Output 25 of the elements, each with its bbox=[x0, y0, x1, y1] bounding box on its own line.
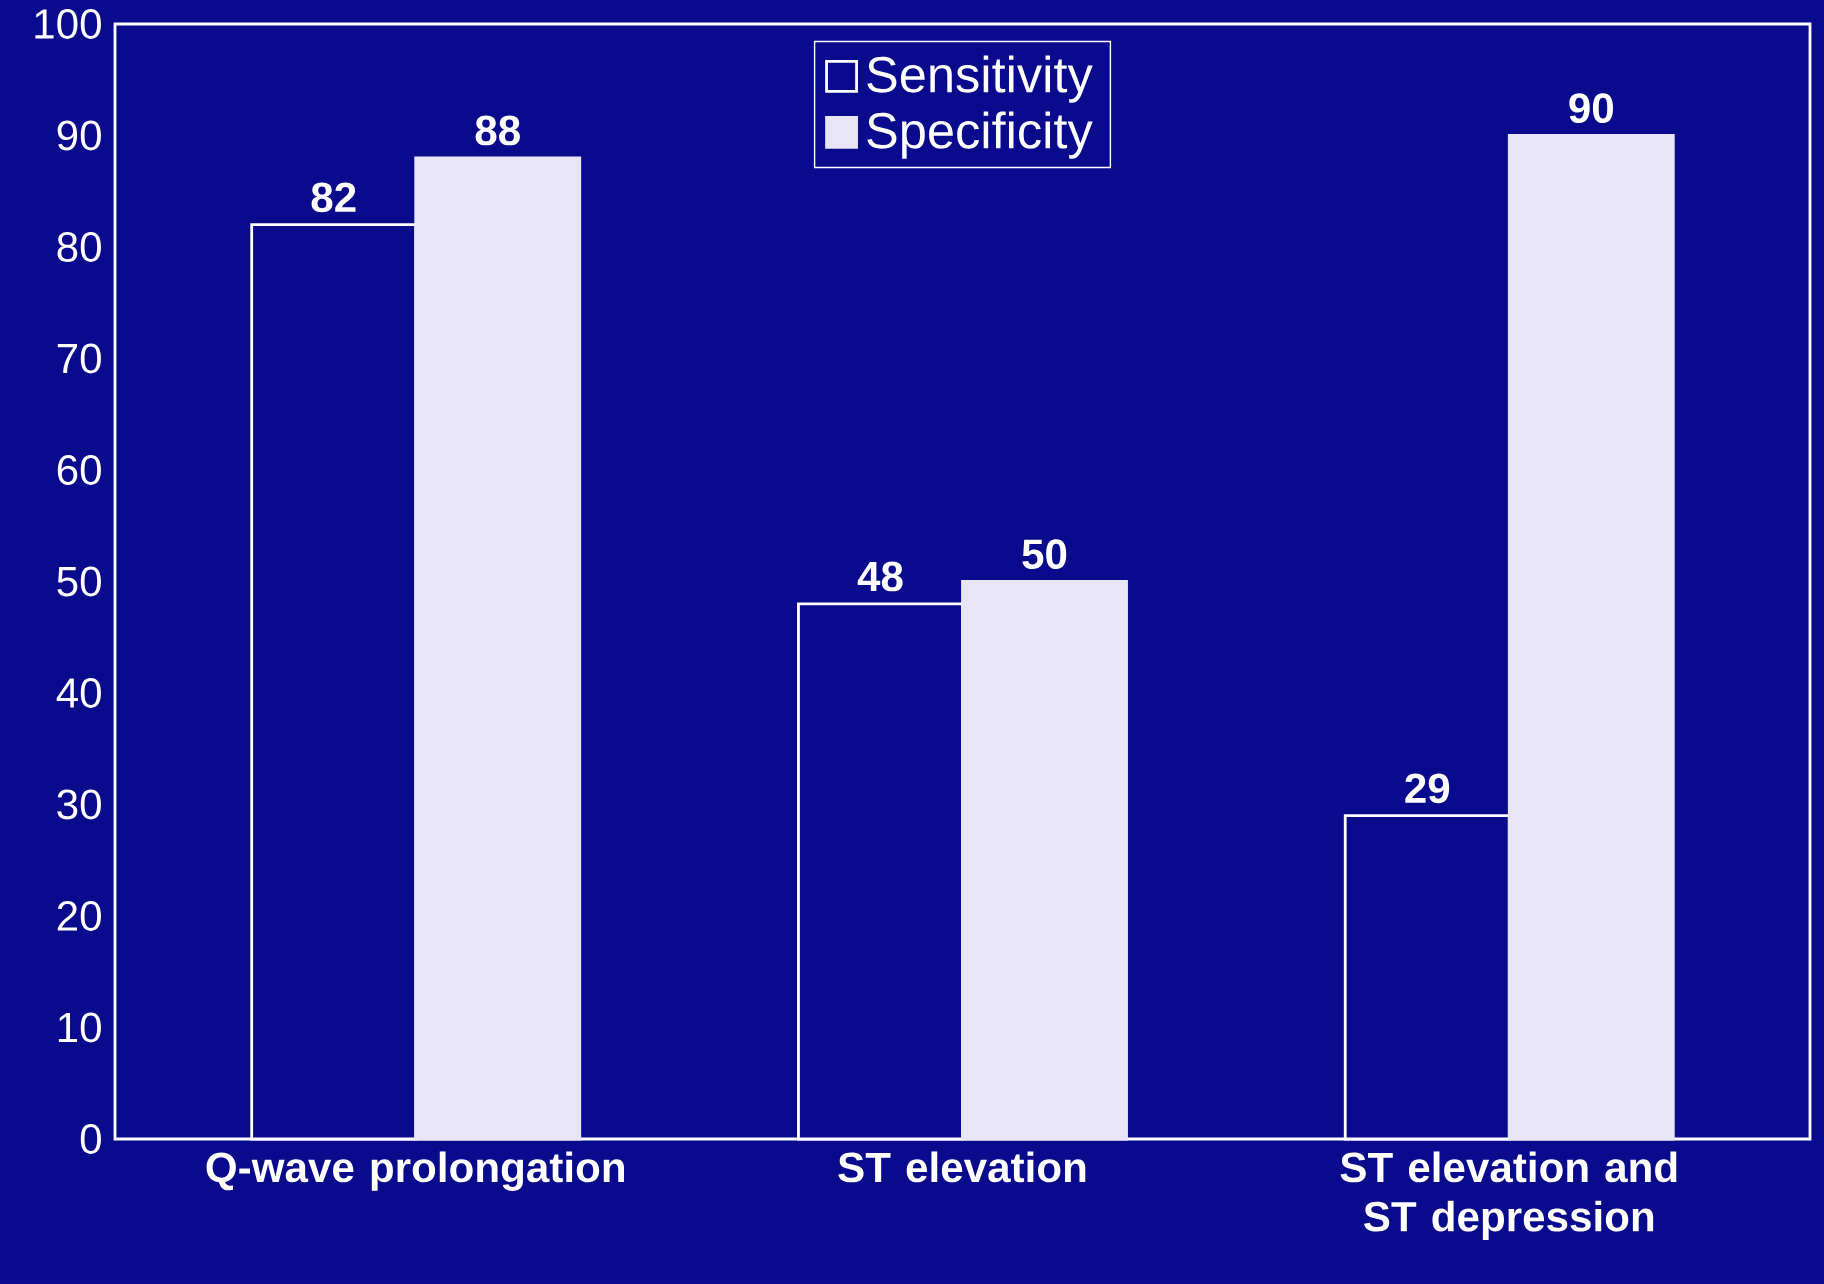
y-tick-label: 10 bbox=[58, 1012, 101, 1043]
y-tick-label: 80 bbox=[57, 232, 101, 262]
y-tick-label: 100 bbox=[35, 9, 101, 39]
y-tick-label: 30 bbox=[57, 789, 101, 820]
bar bbox=[961, 580, 1128, 1141]
data-label: 90 bbox=[1569, 93, 1613, 124]
data-label: 48 bbox=[857, 561, 903, 592]
bar bbox=[414, 156, 582, 1141]
x-tick-label: Q-wave prolongation bbox=[206, 1151, 625, 1191]
y-tick-label: 50 bbox=[57, 566, 101, 597]
legend-label: Sensitivity bbox=[867, 55, 1093, 103]
data-label: 29 bbox=[1405, 773, 1450, 804]
y-tick-label: 40 bbox=[56, 678, 101, 708]
x-tick-label: ST elevation and ST depression bbox=[1340, 1151, 1677, 1240]
x-tick-label: ST elevation bbox=[838, 1151, 1086, 1183]
y-tick-label: 70 bbox=[57, 343, 101, 374]
data-label: 82 bbox=[311, 182, 356, 213]
y-tick-label: 60 bbox=[57, 455, 101, 485]
y-tick-label: 20 bbox=[57, 901, 101, 931]
legend-label: Specificity bbox=[867, 111, 1093, 159]
y-tick-label: 90 bbox=[57, 120, 101, 151]
data-label: 50 bbox=[1022, 539, 1067, 570]
data-label: 88 bbox=[475, 115, 520, 146]
y-tick-label: 0 bbox=[80, 1124, 101, 1154]
bar bbox=[1507, 134, 1675, 1141]
